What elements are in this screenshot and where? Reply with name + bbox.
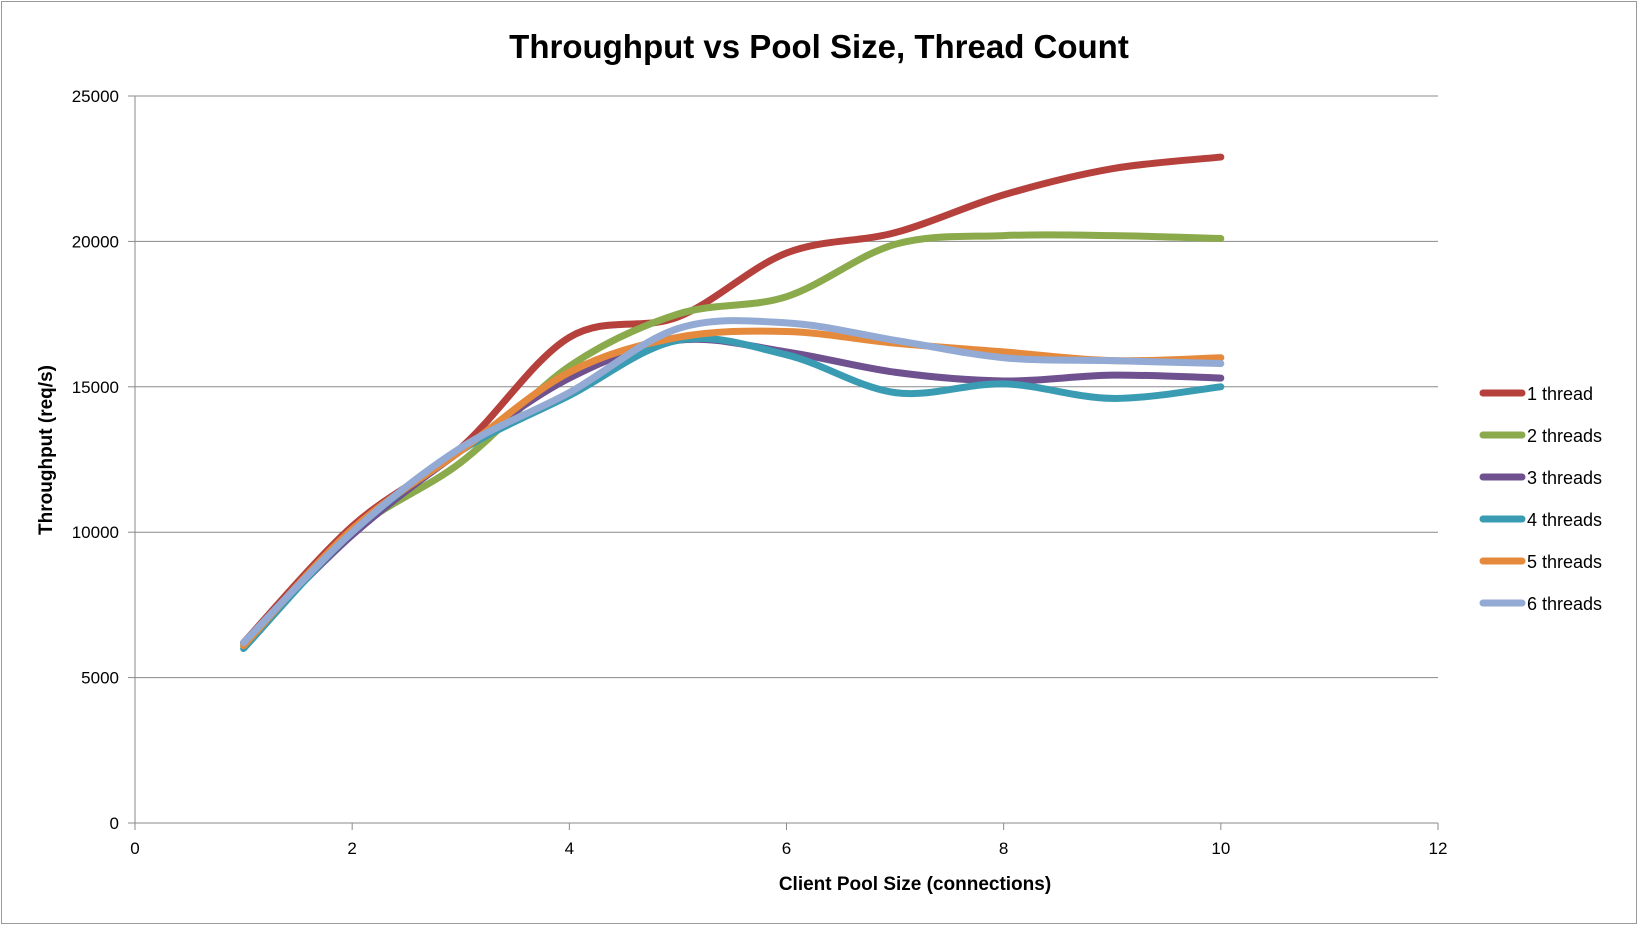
y-tick-label: 10000	[72, 523, 119, 542]
legend-label-5-threads: 5 threads	[1527, 552, 1602, 572]
legend-label-3-threads: 3 threads	[1527, 468, 1602, 488]
legend-label-2-threads: 2 threads	[1527, 426, 1602, 446]
y-tick-label: 25000	[72, 87, 119, 106]
legend-label-4-threads: 4 threads	[1527, 510, 1602, 530]
gridlines	[128, 95, 1438, 824]
x-tick-label: 6	[782, 839, 791, 858]
y-tick-label: 20000	[72, 232, 119, 251]
legend-label-1-thread: 1 thread	[1527, 384, 1593, 404]
x-axis-title: Client Pool Size (connections)	[779, 874, 1051, 895]
series-line-6-threads	[240, 317, 1225, 647]
legend: 1 thread 2 threads 3 threads 4 threads 5 thr…	[1479, 384, 1602, 614]
x-tick-label: 2	[347, 839, 356, 858]
series-line-3-threads	[240, 335, 1225, 647]
chart-title: Throughput vs Pool Size, Thread Count	[509, 28, 1129, 65]
axes	[134, 96, 1439, 830]
legend-label-6-threads: 6 threads	[1527, 594, 1602, 614]
y-tick-label: 15000	[72, 378, 119, 397]
y-tick-label: 0	[110, 814, 119, 833]
y-axis-title: Throughput (req/s)	[36, 365, 57, 535]
series-lines	[240, 153, 1225, 653]
y-tick-label: 5000	[81, 669, 119, 688]
series-line-2-threads	[240, 231, 1225, 650]
x-tick-label: 12	[1429, 839, 1448, 858]
x-tick-label: 8	[999, 839, 1008, 858]
x-tick-label: 10	[1211, 839, 1230, 858]
x-tick-label: 4	[565, 839, 574, 858]
x-tick-label: 0	[130, 839, 139, 858]
x-tick-labels: 0 2 4 6 8 10 12	[130, 839, 1447, 858]
y-tick-labels: 0 5000 10000 15000 20000 25000	[72, 87, 119, 833]
series-line-1-thread	[240, 153, 1225, 647]
